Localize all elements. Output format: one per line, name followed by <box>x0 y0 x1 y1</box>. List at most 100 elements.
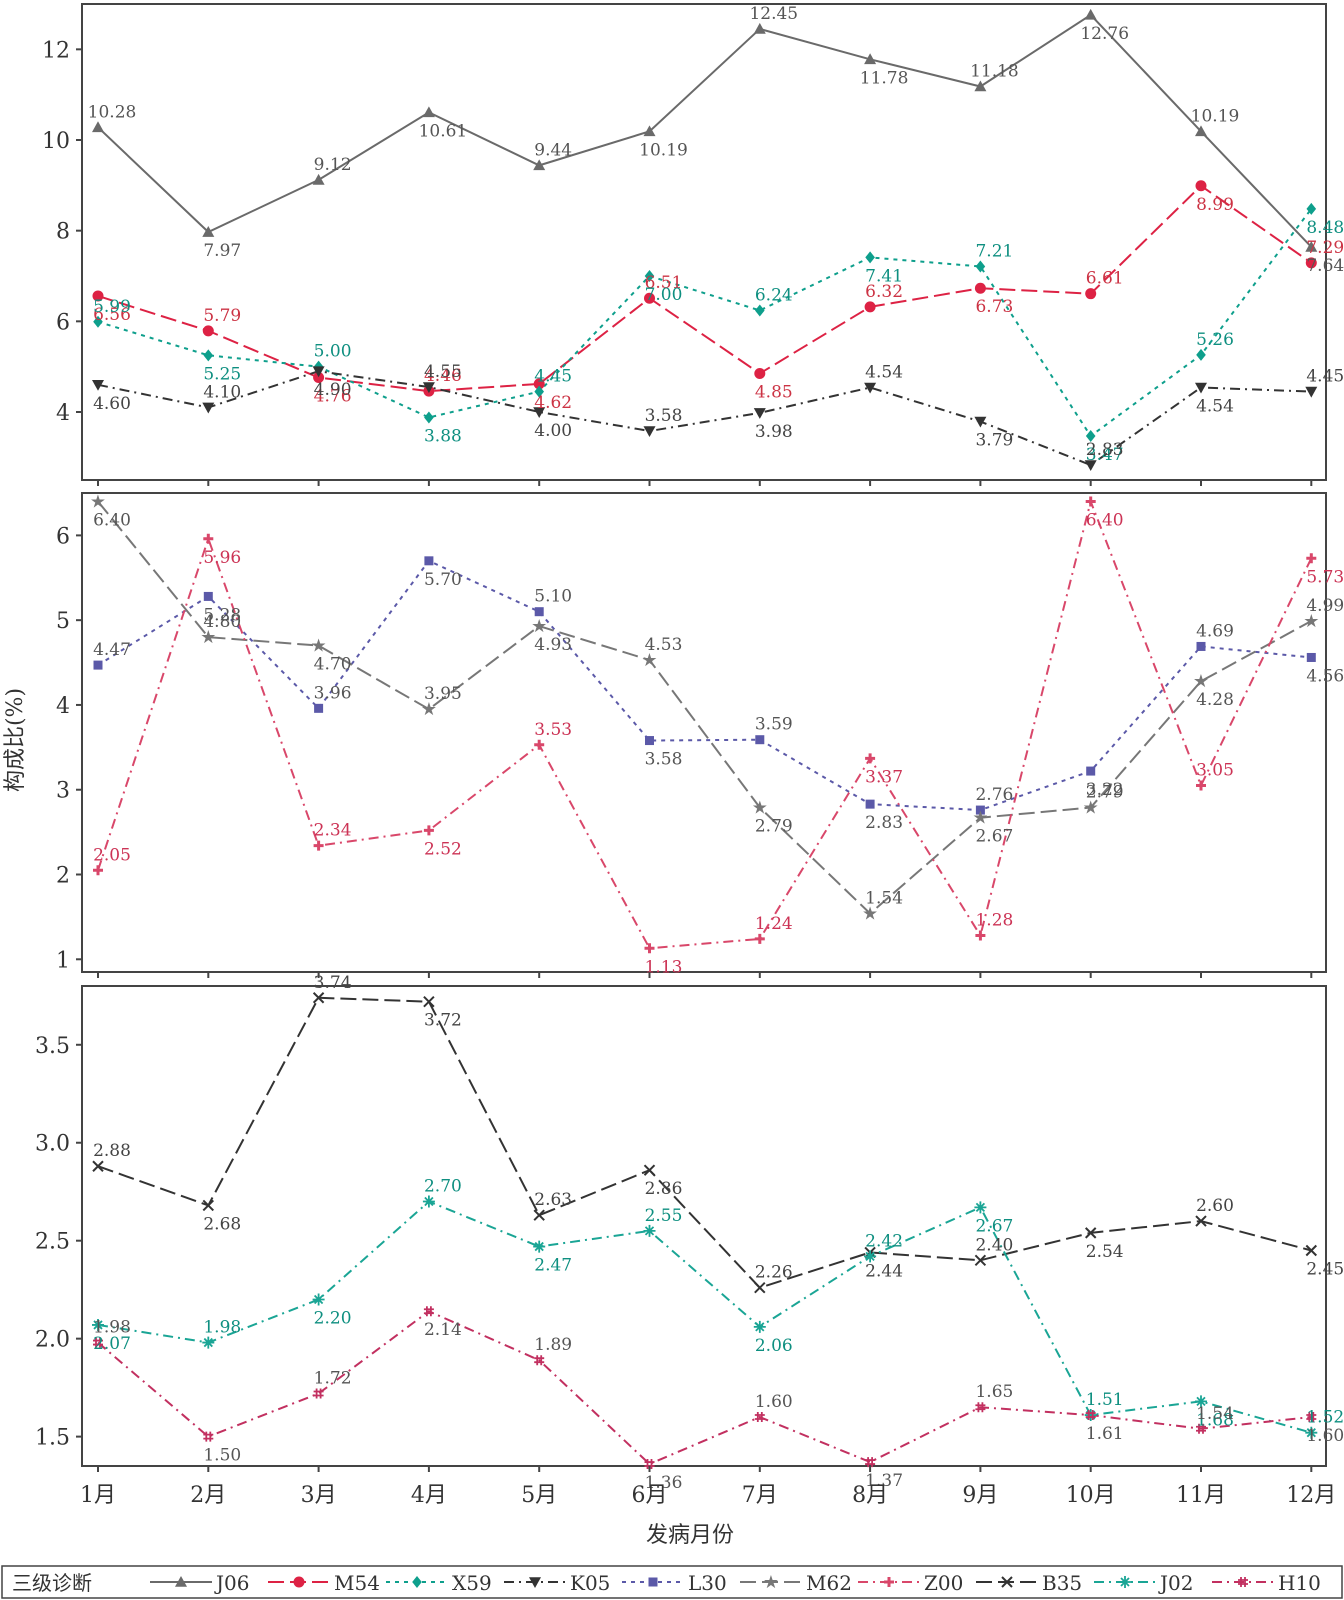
legend-label-K05: K05 <box>570 1571 610 1595</box>
data-label-K05-10: 2.83 <box>1086 440 1124 460</box>
data-label-M62-12: 4.99 <box>1306 596 1344 616</box>
point-Z00-11 <box>1196 780 1206 791</box>
point-H10-10 <box>1085 1410 1096 1421</box>
data-label-J02-2: 1.98 <box>203 1318 241 1338</box>
point-M54-11 <box>1195 180 1207 192</box>
point-Z00-5 <box>534 739 545 750</box>
data-label-J06-3: 9.12 <box>314 155 352 175</box>
legend-entry-M54: M54 <box>268 1571 380 1595</box>
data-label-J02-1: 2.07 <box>93 1334 131 1354</box>
x-tick-label: 10月 <box>1066 1483 1116 1508</box>
data-label-H10-2: 1.50 <box>203 1446 241 1466</box>
data-label-Z00-4: 2.52 <box>424 839 462 859</box>
point-X59-5 <box>534 385 544 398</box>
data-label-M54-8: 6.32 <box>865 282 903 302</box>
point-X59-9 <box>975 260 986 273</box>
point-B35-3 <box>312 992 325 1004</box>
data-label-L30-10: 3.22 <box>1086 780 1124 800</box>
panel-1-ytick-label: 4 <box>56 401 70 426</box>
point-M54-7 <box>754 367 766 379</box>
svg-text:★: ★ <box>763 1572 779 1593</box>
point-M62-5: ★ <box>531 616 547 637</box>
panel-3-ytick-label: 2.5 <box>35 1230 70 1255</box>
point-J06-3 <box>312 173 325 185</box>
data-label-X59-2: 5.25 <box>203 364 241 384</box>
svg-text:★: ★ <box>311 636 327 657</box>
data-label-J06-7: 12.45 <box>749 4 798 24</box>
point-L30-1 <box>93 660 103 670</box>
data-label-B35-2: 2.68 <box>203 1214 241 1234</box>
x-tick-label: 8月 <box>852 1483 888 1508</box>
data-label-M62-2: 4.80 <box>203 612 241 632</box>
point-L30-9 <box>975 805 985 815</box>
point-B35-11 <box>1195 1215 1207 1227</box>
data-label-J06-8: 11.78 <box>860 68 909 88</box>
data-label-M62-6: 4.53 <box>645 635 683 655</box>
legend-marker-M54 <box>293 1576 305 1588</box>
point-M62-3: ★ <box>311 636 327 657</box>
point-M54-6 <box>644 292 655 304</box>
point-J06-6 <box>643 125 656 137</box>
point-K05-1 <box>92 380 104 391</box>
data-label-M62-1: 6.40 <box>93 510 131 530</box>
panel-2-ytick-label: 4 <box>56 694 70 719</box>
data-label-Z00-11: 3.05 <box>1196 760 1234 780</box>
legend-marker-L30 <box>648 1577 658 1587</box>
point-B35-9 <box>974 1254 987 1266</box>
point-L30-4 <box>424 556 434 566</box>
data-label-J06-10: 12.76 <box>1080 24 1129 44</box>
data-label-J06-11: 10.19 <box>1191 106 1240 126</box>
point-J06-4 <box>422 106 435 118</box>
data-label-X59-9: 7.21 <box>975 241 1013 261</box>
x-axis-label: 发病月份 <box>646 1523 734 1548</box>
data-label-L30-6: 3.58 <box>645 750 683 770</box>
x-tick-label: 12月 <box>1286 1483 1336 1508</box>
panel-frames <box>81 3 1327 1467</box>
panel-2-ytick-label: 6 <box>56 524 70 549</box>
data-label-M54-3: 4.76 <box>314 387 352 407</box>
panel-3-ytick-label: 1.5 <box>35 1426 70 1451</box>
data-label-M54-12: 7.29 <box>1306 238 1344 258</box>
data-label-L30-5: 5.10 <box>534 587 572 607</box>
data-label-X59-1: 5.99 <box>93 297 131 317</box>
point-B35-10 <box>1084 1227 1097 1239</box>
data-label-Z00-1: 2.05 <box>93 845 131 865</box>
point-J02-3 <box>312 1293 325 1306</box>
point-L30-6 <box>645 736 654 746</box>
data-label-H10-5: 1.89 <box>534 1335 572 1355</box>
svg-text:★: ★ <box>1193 671 1209 692</box>
data-label-B35-11: 2.60 <box>1196 1196 1234 1216</box>
series-line-L30 <box>97 559 1312 812</box>
point-X59-6 <box>644 270 655 282</box>
data-label-J06-1: 10.28 <box>88 102 137 122</box>
series-line-M54 <box>97 184 1312 393</box>
data-label-L30-3: 3.96 <box>314 683 352 703</box>
svg-text:★: ★ <box>90 491 106 512</box>
point-X59-8 <box>865 251 875 264</box>
data-label-L30-11: 4.69 <box>1196 621 1234 641</box>
point-M62-2: ★ <box>200 627 216 648</box>
data-label-J02-7: 2.06 <box>755 1336 793 1356</box>
data-label-J06-6: 10.19 <box>639 140 688 160</box>
data-label-J02-10: 1.51 <box>1086 1390 1124 1410</box>
point-B35-1 <box>92 1160 104 1172</box>
legend-label-L30: L30 <box>688 1571 727 1595</box>
data-label-L30-1: 4.47 <box>93 640 131 660</box>
series-line-X59 <box>97 208 1313 438</box>
data-label-Z00-8: 3.37 <box>865 767 903 787</box>
point-X59-2 <box>203 349 214 362</box>
point-K05-6 <box>643 426 656 438</box>
data-label-M54-11: 8.99 <box>1196 195 1234 215</box>
panel-1-frame <box>81 3 1327 481</box>
point-Z00-12 <box>1306 553 1317 564</box>
x-tick-label: 4月 <box>411 1483 447 1508</box>
panel-1-ytick-label: 12 <box>42 38 70 63</box>
data-label-K05-7: 3.98 <box>755 422 793 442</box>
data-label-X59-7: 6.24 <box>755 285 793 305</box>
data-label-H10-8: 1.37 <box>865 1471 903 1491</box>
legend-label-M54: M54 <box>334 1571 380 1595</box>
point-J06-8 <box>864 53 877 65</box>
legend-marker-J02 <box>1119 1576 1131 1588</box>
panel-2-ytick-label: 2 <box>56 864 70 889</box>
point-X59-7 <box>755 304 765 317</box>
